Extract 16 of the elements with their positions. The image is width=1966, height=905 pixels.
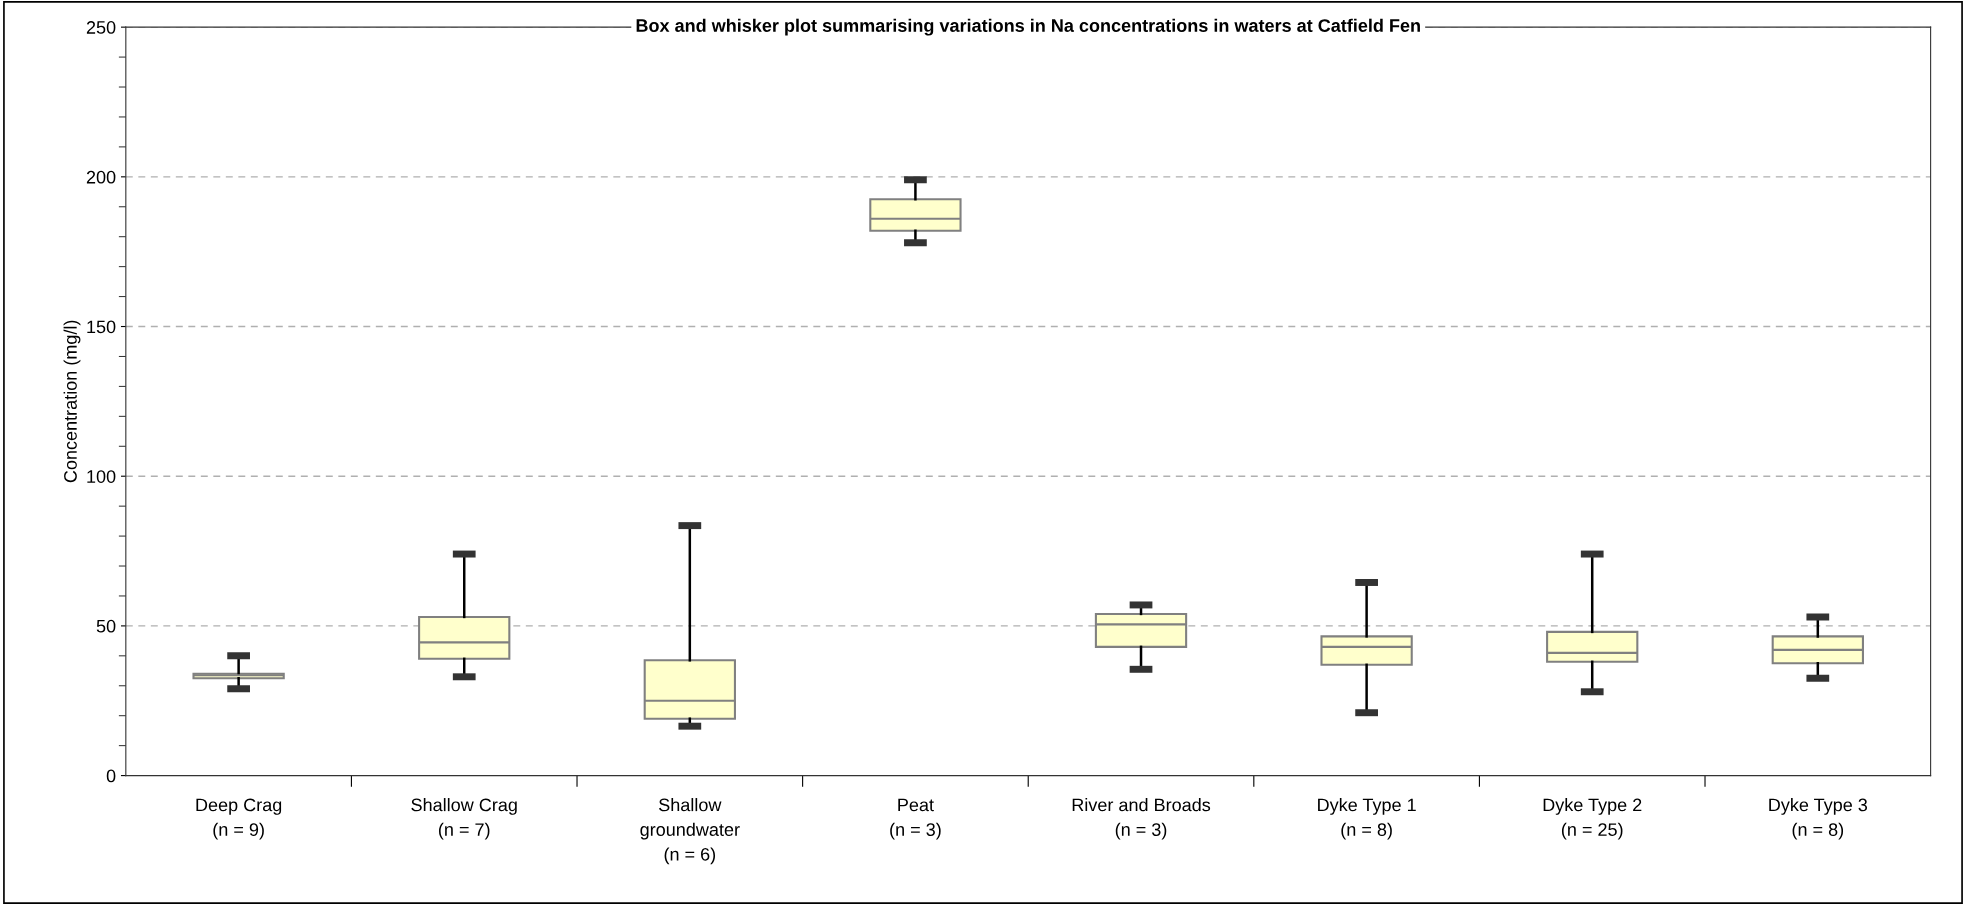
y-tick-label: 0 bbox=[106, 769, 116, 783]
y-tick-label: 150 bbox=[87, 320, 116, 334]
x-tick-label: Dyke Type 3 (n = 8) bbox=[1769, 798, 1868, 840]
x-tick-label: Dyke Type 1 (n = 8) bbox=[1318, 798, 1416, 840]
x-tick-label: Peat (n = 3) bbox=[890, 798, 941, 840]
y-axis-title: Concentration (mg/l) bbox=[63, 320, 81, 483]
y-tick-label: 200 bbox=[86, 170, 116, 184]
chart-title: Box and whisker plot summarising variations in Na concentrations in waters at Catfield Fen bbox=[636, 18, 1420, 36]
y-tick-label: 50 bbox=[96, 619, 116, 633]
y-tick-label: 250 bbox=[86, 21, 116, 34]
x-tick-label: Shallow Crag (n = 7) bbox=[411, 798, 517, 840]
x-tick-label: Deep Crag (n = 9) bbox=[196, 798, 282, 840]
y-tick-label: 100 bbox=[87, 470, 116, 483]
x-tick-label: Shallow groundwater (n = 6) bbox=[640, 798, 740, 865]
x-tick-label: River and Broads (n = 3) bbox=[1072, 798, 1211, 840]
x-tick-label: Dyke Type 2 (n = 25) bbox=[1543, 798, 1642, 840]
